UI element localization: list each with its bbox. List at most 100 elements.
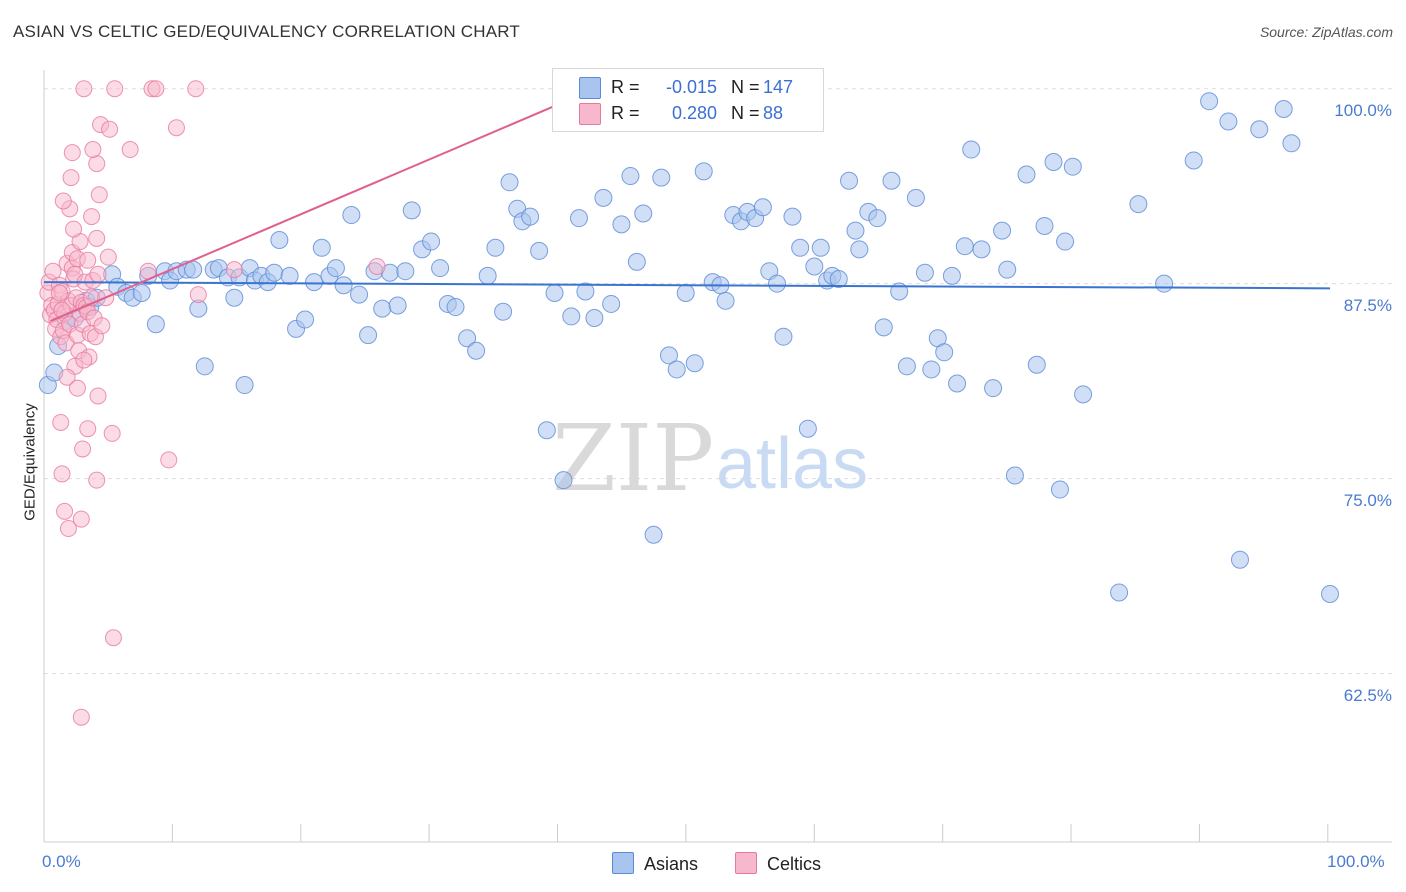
asian-point xyxy=(132,284,151,303)
asian-point xyxy=(694,162,713,181)
asian-point xyxy=(1184,151,1203,170)
asian-point xyxy=(868,209,887,228)
asian-point xyxy=(659,346,678,365)
asian-point xyxy=(537,421,556,440)
asian-point xyxy=(667,360,686,379)
asian-point xyxy=(235,376,254,395)
asian-point xyxy=(265,263,284,282)
celtic-point xyxy=(79,251,97,269)
source-credit: Source: ZipAtlas.com xyxy=(1259,24,1393,40)
asians-legend-label: Asians xyxy=(644,854,699,874)
asian-point xyxy=(1005,466,1024,485)
celtic-point xyxy=(50,284,68,302)
asian-point xyxy=(280,266,299,285)
asian-point xyxy=(935,343,954,362)
asian-point xyxy=(811,238,830,257)
asian-point xyxy=(270,230,289,249)
asian-point xyxy=(396,262,415,281)
asian-point xyxy=(962,140,981,159)
celtic-point xyxy=(89,387,107,405)
y-tick-label: 87.5% xyxy=(1343,295,1392,315)
celtic-point xyxy=(99,248,117,266)
asian-point xyxy=(1321,585,1339,604)
asian-point xyxy=(1063,157,1082,176)
asian-point xyxy=(846,221,865,240)
celtic-point xyxy=(84,141,102,159)
asian-point xyxy=(494,302,513,321)
asian-point xyxy=(334,276,353,295)
celtic-point xyxy=(160,451,178,469)
asian-point xyxy=(1282,134,1301,153)
x-tick-label-max: 100.0% xyxy=(1327,852,1385,871)
asian-point xyxy=(753,198,772,217)
celtics-n-value: 88 xyxy=(763,103,784,123)
celtic-point xyxy=(104,629,122,647)
asian-point xyxy=(972,240,991,259)
asian-point xyxy=(774,327,793,346)
stats-row-asians: R = -0.015 N = 147 xyxy=(553,74,823,100)
celtic-point xyxy=(88,471,106,489)
asian-point xyxy=(1044,153,1063,172)
asian-point xyxy=(1155,274,1174,293)
legend-item-asians[interactable]: Asians xyxy=(612,852,698,875)
asian-point xyxy=(545,284,564,303)
celtics-points xyxy=(39,80,386,726)
asian-point xyxy=(195,357,214,376)
watermark-atlas: atlas xyxy=(716,424,868,504)
asian-point xyxy=(1035,216,1054,235)
asian-point xyxy=(897,357,916,376)
asian-point xyxy=(829,269,848,288)
asian-point xyxy=(530,241,549,260)
r-label: R = xyxy=(611,77,640,97)
asian-point xyxy=(342,206,361,225)
celtic-point xyxy=(121,141,139,159)
asian-point xyxy=(1219,112,1238,131)
asians-r-value: -0.015 xyxy=(665,77,717,97)
celtics-swatch xyxy=(579,103,601,125)
legend-item-celtics[interactable]: Celtics xyxy=(735,852,821,875)
celtic-point xyxy=(44,262,62,280)
celtic-point xyxy=(59,520,77,538)
asian-point xyxy=(422,232,441,251)
asian-point xyxy=(388,296,407,315)
asian-point xyxy=(576,282,595,301)
celtic-point xyxy=(83,208,101,226)
celtic-point xyxy=(103,424,121,442)
x-tick-label-min: 0.0% xyxy=(42,852,81,871)
celtic-point xyxy=(89,265,107,283)
asian-point xyxy=(446,298,465,317)
celtic-point xyxy=(65,220,83,238)
asian-point xyxy=(644,525,663,544)
asian-point xyxy=(1017,165,1036,184)
celtic-point xyxy=(54,192,72,210)
asian-point xyxy=(602,294,621,313)
asian-point xyxy=(874,318,893,337)
asian-point xyxy=(798,419,817,438)
asian-point xyxy=(350,285,369,304)
watermark-zip: ZIP xyxy=(552,405,714,512)
celtics-trend-line xyxy=(50,92,585,323)
celtic-point xyxy=(225,261,243,279)
y-tick-label: 62.5% xyxy=(1343,685,1392,705)
asian-point xyxy=(942,266,961,285)
asian-point xyxy=(478,266,497,285)
asian-point xyxy=(685,354,704,373)
asian-point xyxy=(521,207,540,226)
asian-point xyxy=(627,252,646,271)
celtic-point xyxy=(68,379,86,397)
asian-point xyxy=(948,374,967,393)
asian-point xyxy=(621,167,640,186)
celtic-point xyxy=(63,144,81,162)
asian-point xyxy=(768,274,787,293)
asian-point xyxy=(1274,99,1293,118)
asian-point xyxy=(1230,550,1249,569)
asian-point xyxy=(998,260,1017,279)
asian-point xyxy=(594,188,613,207)
asian-point xyxy=(326,259,345,278)
celtic-point xyxy=(53,465,71,483)
celtic-point xyxy=(79,420,97,438)
asians-points xyxy=(38,92,1339,604)
celtic-point xyxy=(72,708,90,726)
asian-point xyxy=(359,326,378,345)
